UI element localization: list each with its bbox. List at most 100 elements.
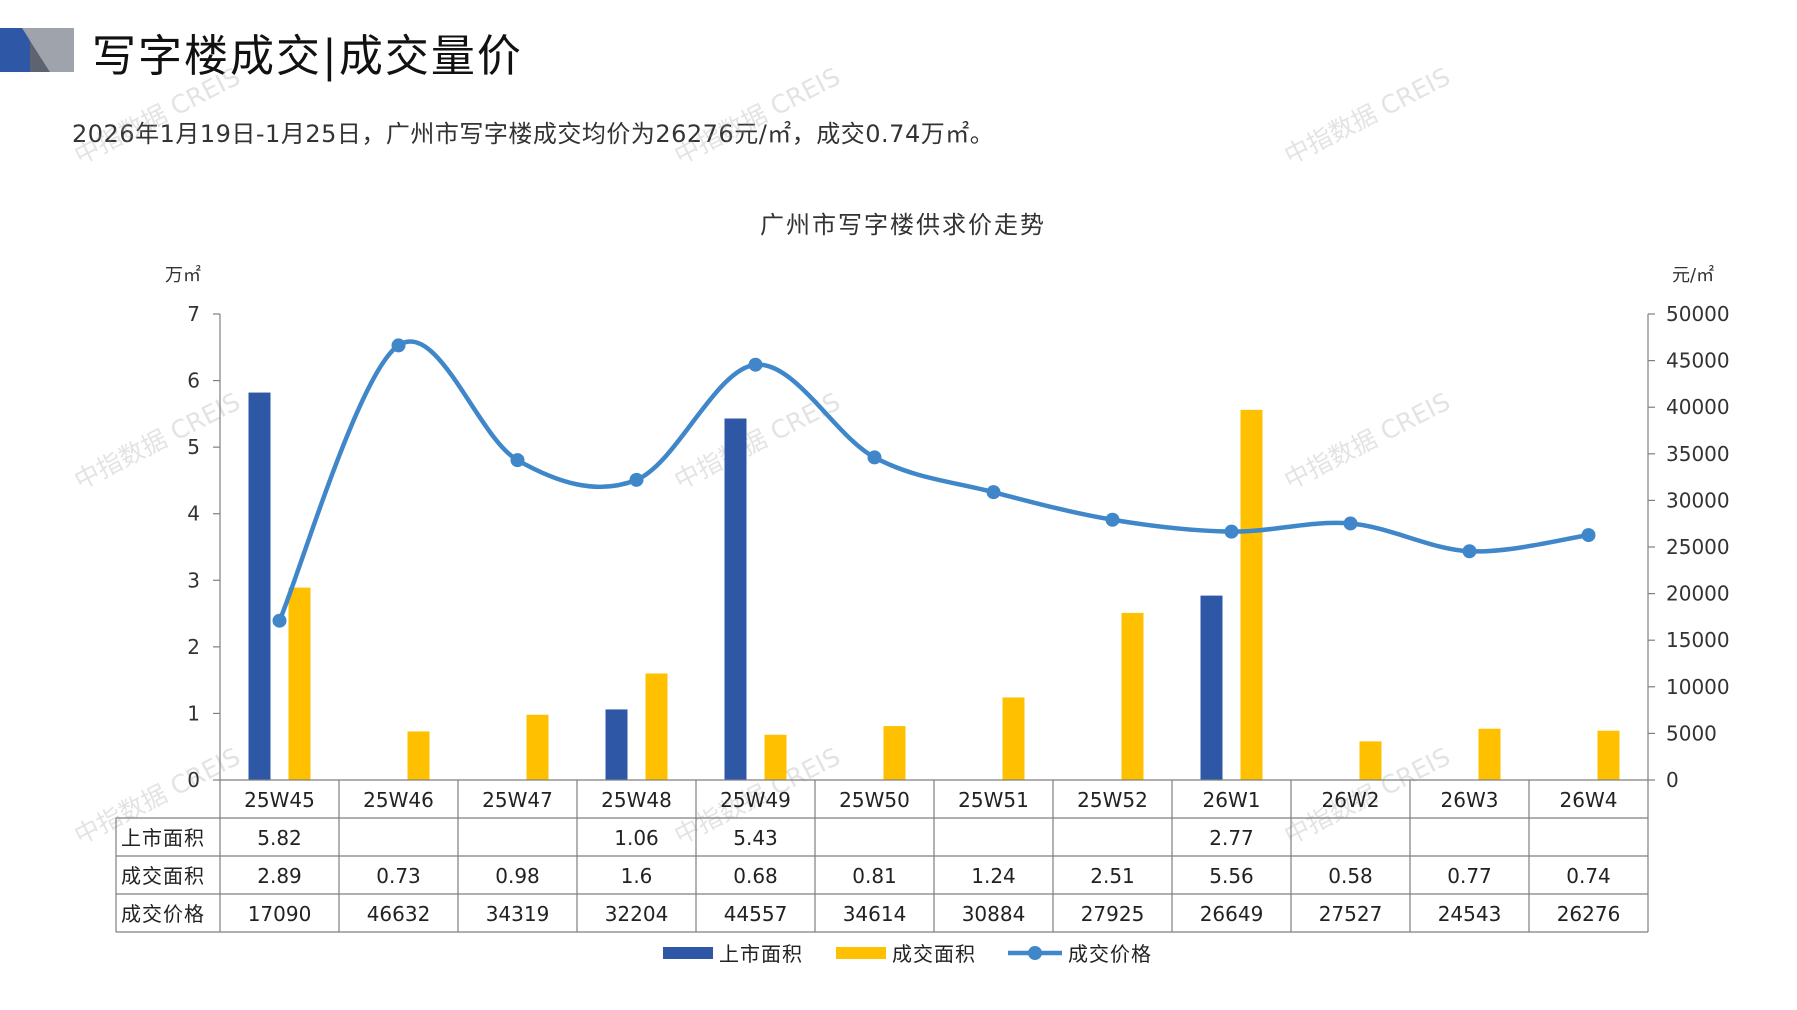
bar-listed-area [1200,595,1223,780]
table-cell: 5.82 [257,826,302,850]
table-row-header: 成交价格 [121,902,205,926]
x-axis-tick-label: 25W48 [601,788,672,812]
table-cell: 0.77 [1447,864,1492,888]
right-axis-tick-label: 5000 [1666,721,1717,745]
x-axis-tick-label: 25W47 [482,788,553,812]
price-point [1343,516,1358,531]
chart-title: 广州市写字楼供求价走势 [760,211,1046,239]
bar-transaction-area [407,731,430,780]
left-axis-tick-label: 1 [187,701,200,725]
table-row-header: 上市面积 [121,826,205,850]
table-cell: 44557 [724,902,788,926]
x-axis-tick-label: 26W2 [1322,788,1380,812]
right-axis-tick-label: 45000 [1666,349,1730,373]
legend-swatch-marker [1028,946,1042,960]
table-cell: 1.06 [614,826,659,850]
table-cell: 5.56 [1209,864,1254,888]
left-axis-tick-label: 5 [187,435,200,459]
x-axis-tick-label: 25W50 [839,788,910,812]
right-axis-tick-label: 25000 [1666,535,1730,559]
table-cell: 0.73 [376,864,421,888]
right-axis-tick-label: 40000 [1666,395,1730,419]
bar-transaction-area [1597,730,1620,780]
x-axis-tick-label: 26W3 [1441,788,1499,812]
bar-transaction-area [1478,728,1501,780]
price-line [272,338,1596,628]
legend-swatch [836,947,886,959]
x-axis-tick-label: 25W49 [720,788,791,812]
right-axis-tick-label: 20000 [1666,582,1730,606]
bar-transaction-area [1240,409,1263,780]
left-axis-tick-label: 6 [187,369,200,393]
table-cell: 26276 [1557,902,1621,926]
price-point [1105,512,1120,527]
left-axis-tick-label: 2 [187,635,200,659]
table-cell: 32204 [605,902,669,926]
right-axis-unit: 元/㎡ [1672,264,1714,286]
table-cell: 34614 [843,902,907,926]
price-point [510,453,525,468]
table-cell: 2.77 [1209,826,1254,850]
watermark-text: 中指数据 CREIS [70,62,245,170]
legend-label: 上市面积 [719,942,803,966]
table-cell: 5.43 [733,826,778,850]
price-point [986,485,1001,500]
table-cell: 27527 [1319,902,1383,926]
axes: 0 1 2 3 4 5 6 7 0 5000 10000 15000 20000 25000 30000 35… [187,302,1729,792]
price-line-path [277,339,1589,622]
bar-transaction-area [1359,741,1382,780]
right-axis-tick-label: 15000 [1666,628,1730,652]
legend-swatch [663,947,713,959]
table-cell: 0.74 [1566,864,1611,888]
table-cell: 34319 [486,902,550,926]
price-point [391,338,406,353]
watermark-text: 中指数据 CREIS [670,62,845,170]
bar-transaction-area [288,587,311,780]
price-point [629,472,644,487]
x-axis-tick-label: 25W45 [244,788,315,812]
table-cell: 46632 [367,902,431,926]
bar-transaction-area [1002,697,1025,780]
price-point [748,357,763,372]
right-axis-tick-label: 50000 [1666,302,1730,326]
table-cell: 0.98 [495,864,540,888]
header-logo [0,28,74,72]
bar-transaction-area [526,714,549,780]
right-axis-tick-label: 30000 [1666,488,1730,512]
x-axis-tick-label: 25W52 [1077,788,1148,812]
price-point [1462,544,1477,559]
legend-label: 成交价格 [1068,942,1152,966]
table-cell: 1.24 [971,864,1016,888]
table-cell: 24543 [1438,902,1502,926]
left-axis-tick-label: 4 [187,502,200,526]
price-point [272,613,287,628]
bar-transaction-area [645,673,668,780]
x-axis-tick-label: 25W46 [363,788,434,812]
summary-text: 2026年1月19日-1月25日，广州市写字楼成交均价为26276元/㎡，成交0… [72,120,995,148]
bar-transaction-area [1121,612,1144,780]
watermark-text: 中指数据 CREIS [70,387,245,495]
left-axis-tick-label: 3 [187,568,200,592]
bar-transaction-area [883,726,906,780]
legend-label: 成交面积 [892,942,976,966]
bar-transaction-area [764,734,787,780]
left-axis-tick-label: 7 [187,302,200,326]
data-table: 25W45 25W46 25W47 25W48 25W49 25W50 25W51 25W52… [115,779,1649,933]
price-point [1224,524,1239,539]
x-axis-tick-label: 25W51 [958,788,1029,812]
table-cell: 1.6 [621,864,653,888]
right-axis-tick-label: 10000 [1666,675,1730,699]
bar-listed-area [248,392,271,780]
table-cell: 0.81 [852,864,897,888]
table-cell: 2.89 [257,864,302,888]
table-cell: 17090 [248,902,312,926]
table-row-header: 成交面积 [121,864,205,888]
bar-listed-area [605,709,628,780]
table-cell: 0.68 [733,864,778,888]
table-cell: 0.58 [1328,864,1373,888]
watermark-text: 中指数据 CREIS [1280,387,1455,495]
bars [248,392,1620,780]
x-axis-tick-label: 26W4 [1560,788,1618,812]
page-title: 写字楼成交|成交量价 [92,31,523,82]
x-axis-tick-label: 26W1 [1203,788,1261,812]
